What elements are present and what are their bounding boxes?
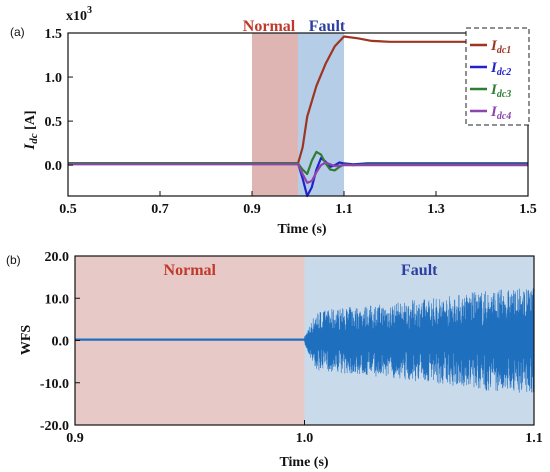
y-label-unit: [A] [23, 110, 38, 133]
y-tick-label: 0.0 [52, 335, 70, 350]
y-multiplier-exponent: 3 [87, 5, 92, 16]
panel-b-axes: 0.9 1.0 1.1 -20.0 -10.0 0.0 10.0 20.0 [40, 250, 543, 446]
y-tick-label: -10.0 [40, 377, 69, 392]
y-tick-label: 10.0 [45, 292, 70, 307]
x-tick-label: 0.9 [243, 202, 261, 217]
x-tick-label: 1.5 [519, 202, 537, 217]
panel-b-series [75, 288, 535, 393]
series-line-dc4 [68, 161, 528, 184]
region-label-fault: Fault [401, 262, 438, 279]
legend-entry-dc2: Idc2 [490, 60, 511, 78]
x-tick-label: 1.1 [525, 431, 543, 446]
series-line-dc1 [68, 35, 528, 165]
y-multiplier: x103 [66, 5, 92, 24]
legend-entry-dc4: Idc4 [490, 104, 511, 122]
x-tick-label: 1.1 [335, 202, 353, 217]
panel-b-x-axis-label: Time (s) [279, 455, 328, 470]
region-label-normal: Normal [243, 18, 296, 35]
y-tick-label: 0.5 [45, 115, 63, 130]
panel-a-x-axis-label: Time (s) [277, 222, 326, 237]
region-normal [252, 33, 298, 196]
legend-symbol: I [490, 82, 498, 98]
y-tick-label: 1.5 [45, 27, 63, 42]
legend-symbol: I [490, 104, 498, 120]
panel-b-label: (b) [6, 253, 21, 267]
y-tick-label: 0.0 [45, 159, 63, 174]
legend-entry-dc1: Idc1 [490, 38, 511, 56]
wfs-signal-line [75, 288, 535, 393]
x-tick-label: 0.7 [151, 202, 169, 217]
legend-symbol: I [490, 38, 498, 54]
y-label-symbol: I [22, 143, 38, 151]
x-tick-label: 0.9 [66, 431, 84, 446]
panel-a-y-axis-label: Idc [A] [22, 110, 40, 150]
y-tick-label: -20.0 [40, 419, 69, 434]
legend-subscript: dc3 [497, 89, 511, 100]
panel-b: (b) Normal Fault 0.9 1.0 1.1 -20.0 -10.0 0.0 10… [6, 250, 543, 470]
panel-a-label: (a) [10, 25, 25, 39]
y-label-subscript: dc [28, 133, 40, 144]
y-tick-label: 1.0 [45, 71, 63, 86]
legend-subscript: dc1 [497, 45, 511, 56]
legend-subscript: dc2 [497, 67, 511, 78]
region-label-normal: Normal [164, 262, 217, 279]
y-multiplier-base: x10 [66, 9, 87, 24]
region-label-fault: Fault [309, 18, 346, 35]
legend-symbol: I [490, 60, 498, 76]
x-tick-label: 1.0 [296, 431, 314, 446]
panel-b-y-axis-label: WFS [19, 325, 34, 356]
x-tick-label: 1.3 [427, 202, 445, 217]
y-tick-label: 20.0 [45, 250, 70, 265]
panel-a: (a) Normal Fault 0.5 0.7 0.9 1.1 1.3 1.5 0.0 0.5… [10, 5, 537, 237]
legend-subscript: dc4 [497, 111, 511, 122]
panel-a-series [68, 35, 528, 198]
legend-entry-dc3: Idc3 [490, 82, 511, 100]
panel-a-regions: Normal Fault [243, 18, 346, 196]
x-tick-label: 0.5 [59, 202, 77, 217]
